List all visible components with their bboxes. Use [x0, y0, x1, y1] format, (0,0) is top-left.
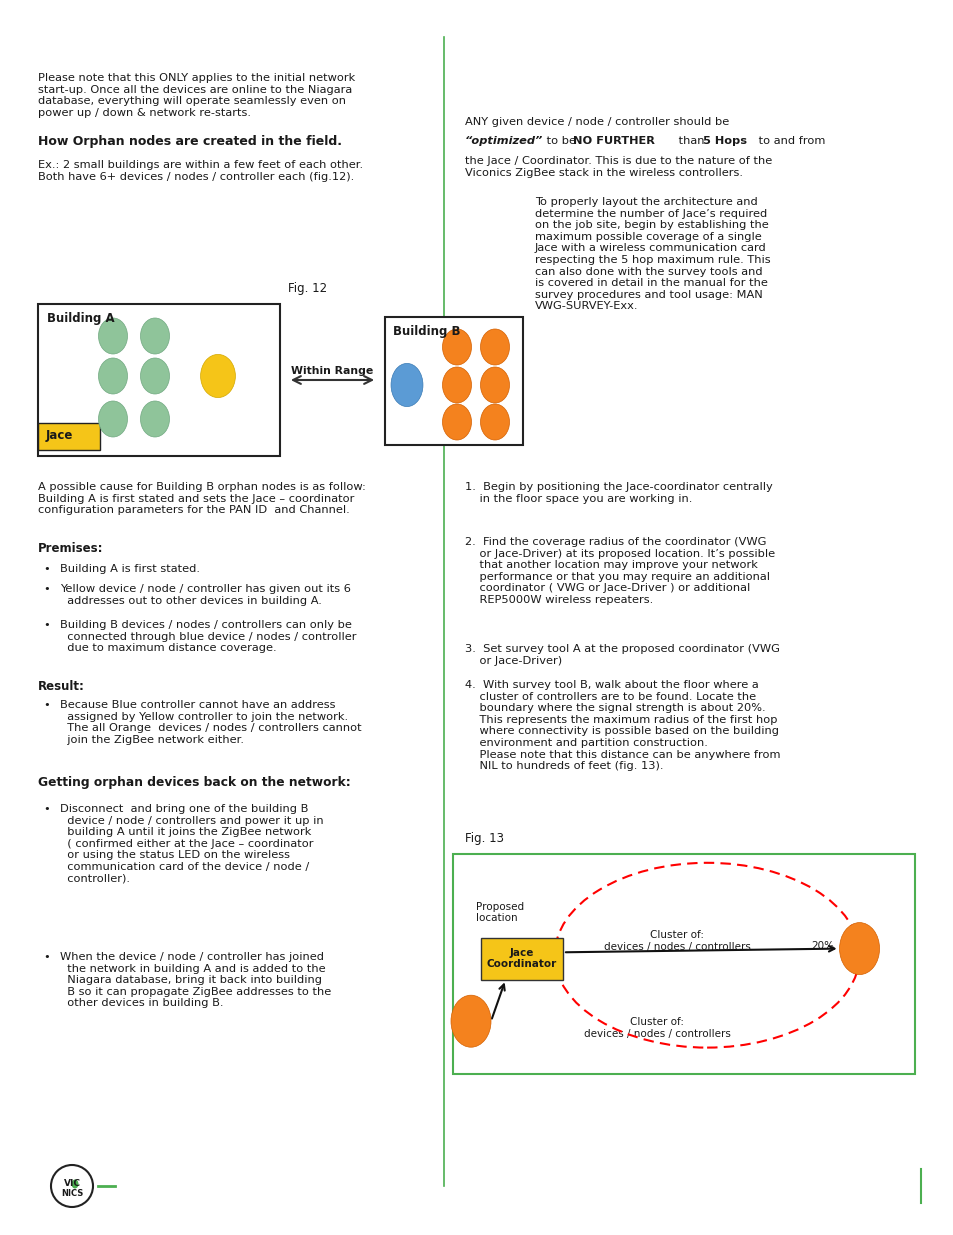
- Text: To properly layout the architecture and
determine the number of Jace’s required
: To properly layout the architecture and …: [535, 198, 770, 311]
- Text: A possible cause for Building B orphan nodes is as follow:
Building A is first s: A possible cause for Building B orphan n…: [38, 482, 366, 515]
- Text: to be: to be: [542, 137, 579, 147]
- Ellipse shape: [200, 354, 235, 398]
- Text: Building A: Building A: [47, 312, 114, 325]
- Text: “optimized”: “optimized”: [464, 137, 543, 147]
- Bar: [385, 317, 522, 445]
- Text: •: •: [43, 952, 50, 962]
- Ellipse shape: [51, 1165, 92, 1207]
- Text: Getting orphan devices back on the network:: Getting orphan devices back on the netwo…: [38, 776, 351, 789]
- Bar: [480, 937, 562, 979]
- Ellipse shape: [98, 317, 128, 354]
- Text: Please note that this ONLY applies to the initial network
start-up. Once all the: Please note that this ONLY applies to th…: [38, 73, 355, 117]
- Text: than: than: [675, 137, 707, 147]
- Ellipse shape: [480, 367, 509, 403]
- Ellipse shape: [140, 358, 170, 394]
- Text: Building A is first stated.: Building A is first stated.: [60, 564, 200, 574]
- Text: •: •: [43, 584, 50, 594]
- Text: •: •: [43, 564, 50, 574]
- Ellipse shape: [98, 401, 128, 437]
- Ellipse shape: [442, 367, 471, 403]
- Text: When the device / node / controller has joined
  the network in building A and i: When the device / node / controller has …: [60, 952, 331, 1009]
- Ellipse shape: [442, 329, 471, 366]
- Text: Premises:: Premises:: [38, 542, 103, 555]
- Ellipse shape: [98, 358, 128, 394]
- Text: Yellow device / node / controller has given out its 6
  addresses out to other d: Yellow device / node / controller has gi…: [60, 584, 351, 605]
- Text: Fig. 12: Fig. 12: [288, 282, 327, 295]
- Text: 5 Hops: 5 Hops: [702, 137, 746, 147]
- Text: the Jace / Coordinator. This is due to the nature of the
Viconics ZigBee stack i: the Jace / Coordinator. This is due to t…: [464, 156, 771, 178]
- Bar: [38, 304, 280, 456]
- Text: NO FURTHER: NO FURTHER: [573, 137, 654, 147]
- Text: ANY given device / node / controller should be: ANY given device / node / controller sho…: [464, 117, 728, 127]
- Ellipse shape: [140, 401, 170, 437]
- Ellipse shape: [140, 317, 170, 354]
- Text: •: •: [43, 804, 50, 814]
- Text: Cluster of:
devices / nodes / controllers: Cluster of: devices / nodes / controller…: [603, 930, 750, 952]
- Text: Ex.: 2 small buildings are within a few feet of each other.
Both have 6+ devices: Ex.: 2 small buildings are within a few …: [38, 161, 363, 182]
- Ellipse shape: [391, 363, 422, 406]
- Ellipse shape: [451, 995, 491, 1047]
- Text: Fig. 13: Fig. 13: [464, 832, 503, 845]
- Text: Within Range: Within Range: [291, 366, 374, 375]
- Text: •: •: [43, 620, 50, 630]
- Text: •: •: [43, 700, 50, 710]
- Text: Cluster of:
devices / nodes / controllers: Cluster of: devices / nodes / controller…: [583, 1018, 730, 1039]
- Text: NICS: NICS: [61, 1189, 83, 1198]
- Text: Proposed
location: Proposed location: [476, 902, 523, 924]
- Text: to and from: to and from: [754, 137, 824, 147]
- Text: Building B: Building B: [393, 325, 460, 338]
- Bar: [38, 424, 100, 450]
- Text: Result:: Result:: [38, 680, 85, 693]
- Text: 1.  Begin by positioning the Jace-coordinator centrally
    in the floor space y: 1. Begin by positioning the Jace-coordin…: [464, 482, 772, 504]
- Text: Building B devices / nodes / controllers can only be
  connected through blue de: Building B devices / nodes / controllers…: [60, 620, 356, 653]
- Text: VIC: VIC: [64, 1178, 80, 1188]
- Text: 2.  Find the coverage radius of the coordinator (VWG
    or Jace-Driver) at its : 2. Find the coverage radius of the coord…: [464, 537, 774, 605]
- Ellipse shape: [71, 1179, 78, 1188]
- Ellipse shape: [442, 404, 471, 440]
- Bar: [453, 853, 914, 1074]
- Text: How Orphan nodes are created in the field.: How Orphan nodes are created in the fiel…: [38, 135, 341, 148]
- Text: Jace: Jace: [46, 429, 73, 441]
- Text: 4.  With survey tool B, walk about the floor where a
    cluster of controllers : 4. With survey tool B, walk about the fl…: [464, 680, 780, 771]
- Text: Disconnect  and bring one of the building B
  device / node / controllers and po: Disconnect and bring one of the building…: [60, 804, 323, 883]
- Text: Because Blue controller cannot have an address
  assigned by Yellow controller t: Because Blue controller cannot have an a…: [60, 700, 361, 745]
- Ellipse shape: [480, 329, 509, 366]
- Text: Jace
Coordinator: Jace Coordinator: [486, 947, 557, 969]
- Ellipse shape: [480, 404, 509, 440]
- Text: 3.  Set survey tool A at the proposed coordinator (VWG
    or Jace-Driver): 3. Set survey tool A at the proposed coo…: [464, 643, 779, 666]
- Text: 20%: 20%: [811, 941, 834, 951]
- Ellipse shape: [839, 923, 879, 974]
